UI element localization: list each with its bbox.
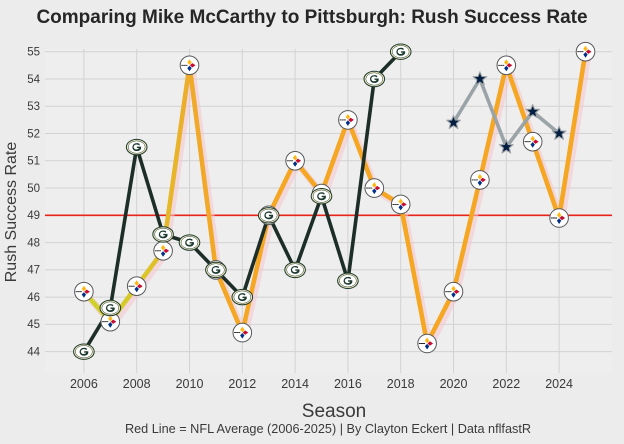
svg-text:52: 52 bbox=[27, 128, 40, 140]
svg-text:51: 51 bbox=[27, 156, 40, 168]
svg-text:2014: 2014 bbox=[281, 377, 309, 391]
svg-text:2012: 2012 bbox=[228, 377, 256, 391]
svg-text:2024: 2024 bbox=[545, 377, 573, 391]
svg-text:53: 53 bbox=[27, 101, 40, 113]
svg-text:Red Line = NFL Average (2006-2: Red Line = NFL Average (2006-2025) | By … bbox=[125, 422, 531, 436]
svg-text:46: 46 bbox=[27, 292, 40, 304]
svg-text:2010: 2010 bbox=[176, 377, 204, 391]
svg-text:44: 44 bbox=[27, 347, 40, 359]
svg-text:48: 48 bbox=[27, 237, 40, 249]
svg-text:2008: 2008 bbox=[123, 377, 151, 391]
svg-text:2022: 2022 bbox=[492, 377, 520, 391]
svg-text:2016: 2016 bbox=[334, 377, 362, 391]
svg-text:45: 45 bbox=[27, 319, 40, 331]
svg-text:2020: 2020 bbox=[440, 377, 468, 391]
svg-text:49: 49 bbox=[27, 210, 40, 222]
svg-text:2006: 2006 bbox=[70, 377, 98, 391]
svg-text:Season: Season bbox=[302, 401, 366, 422]
svg-text:55: 55 bbox=[27, 47, 40, 59]
svg-text:50: 50 bbox=[27, 183, 40, 195]
svg-text:47: 47 bbox=[27, 265, 40, 277]
svg-text:54: 54 bbox=[27, 74, 40, 86]
svg-text:Rush Success Rate: Rush Success Rate bbox=[3, 142, 20, 283]
svg-text:2018: 2018 bbox=[387, 377, 415, 391]
